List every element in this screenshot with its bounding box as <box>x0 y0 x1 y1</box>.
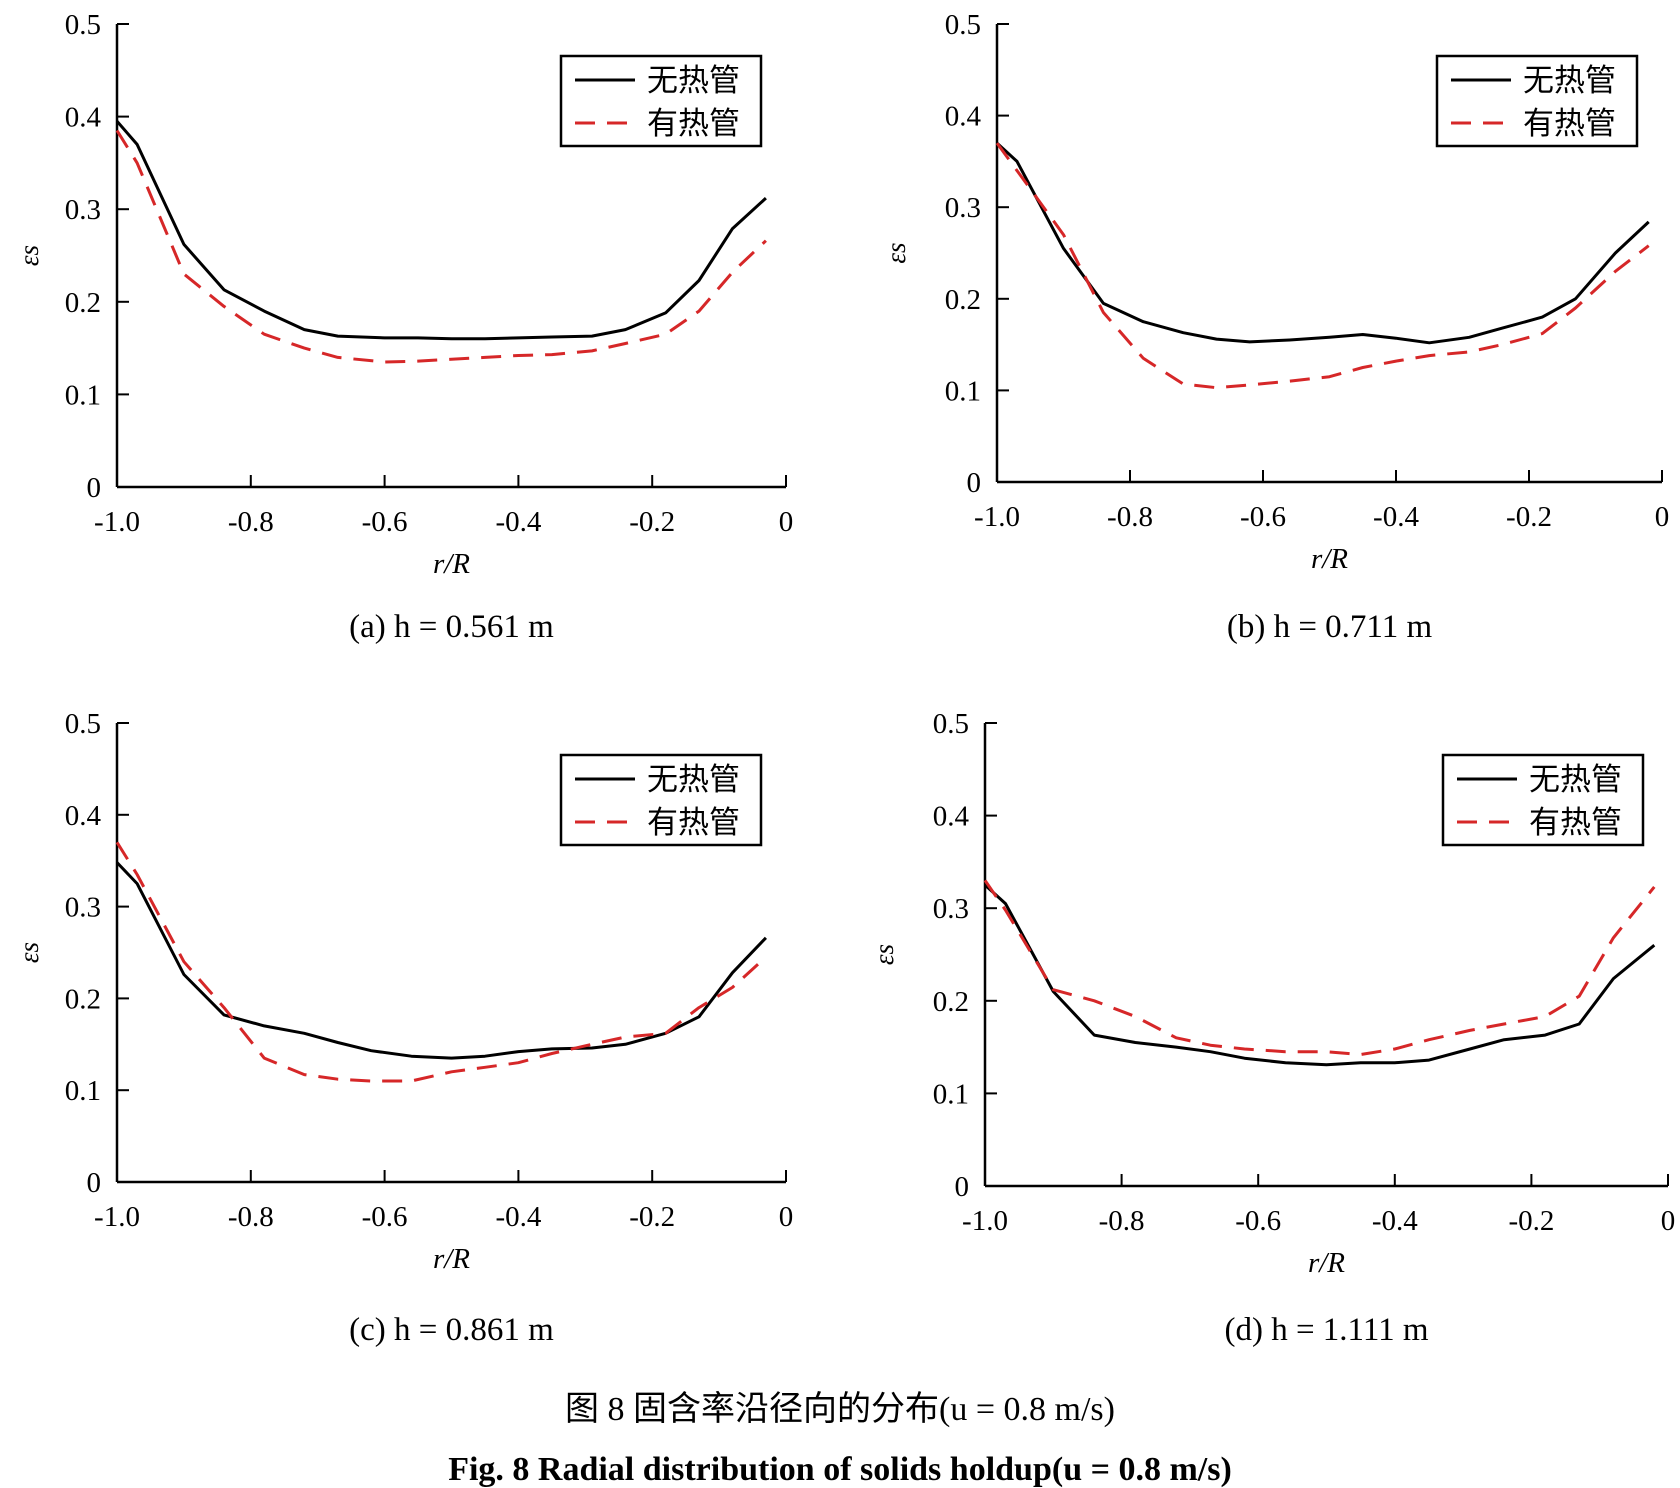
legend-box <box>559 753 763 847</box>
x-tick-label: -0.8 <box>1107 501 1153 533</box>
legend-entry: 有热管 <box>647 106 740 141</box>
legend-entry: 无热管 <box>647 762 740 797</box>
x-tick-label: -1.0 <box>962 1205 1008 1237</box>
y-tick-label: 0.3 <box>945 192 981 224</box>
x-tick-label: 0 <box>779 1201 794 1233</box>
y-axis-label: εs <box>881 242 911 263</box>
y-tick-label: 0.1 <box>945 375 981 407</box>
y-tick-label: 0 <box>967 467 982 499</box>
chart-panel-d: 0 0.1 0.2 0.3 0.4 0.5 -1.0 -0.8 -0.6 -0.4 -0.2 0 r/R… <box>869 708 1675 1348</box>
y-tick-label: 0 <box>955 1171 970 1203</box>
x-tick-label: -0.4 <box>1373 501 1419 533</box>
y-tick-label: 0.1 <box>65 1075 101 1107</box>
legend-entry: 有热管 <box>1523 106 1616 141</box>
y-axis-label: εs <box>14 942 44 963</box>
x-axis-label: r/R <box>433 1243 470 1275</box>
x-tick-label: 0 <box>1655 501 1670 533</box>
y-tick-label: 0.5 <box>945 9 981 41</box>
x-tick-label: -0.4 <box>1372 1205 1418 1237</box>
y-tick-label: 0 <box>87 1167 102 1199</box>
x-tick-label: -0.2 <box>1506 501 1552 533</box>
x-tick-label: -0.8 <box>228 1201 274 1233</box>
x-tick-label: -1.0 <box>94 1201 140 1233</box>
y-axis-label: εs <box>869 944 899 965</box>
x-tick-label: -1.0 <box>94 506 140 538</box>
legend-entry: 无热管 <box>1523 63 1616 98</box>
series-line-with-heat-pipe <box>115 129 767 364</box>
y-tick-label: 0.1 <box>933 1078 969 1110</box>
legend-box <box>1435 54 1639 148</box>
x-tick-label: 0 <box>1661 1205 1676 1237</box>
chart-panel-c: 0 0.1 0.2 0.3 0.4 0.5 -1.0 -0.8 -0.6 -0.4 -0.2 0 r/R… <box>14 708 793 1348</box>
figure-caption-en: Fig. 8 Radial distribution of solids hol… <box>448 1451 1232 1488</box>
y-tick-label: 0.3 <box>65 194 101 226</box>
legend-entry: 无热管 <box>1529 762 1622 797</box>
panel-title: (d) h = 1.111 m <box>1224 1312 1428 1348</box>
legend-entry: 有热管 <box>1529 805 1622 840</box>
y-tick-label: 0.4 <box>65 800 102 832</box>
panel-title: (a) h = 0.561 m <box>349 609 554 645</box>
x-tick-label: -0.8 <box>1099 1205 1145 1237</box>
series-line-with-heat-pipe <box>995 142 1650 390</box>
panels: 0 0.1 0.2 0.3 0.4 0.5 -1.0 -0.8 -0.6 -0.4 -0.2 0 r/R… <box>14 9 1675 1348</box>
x-tick-label: -0.6 <box>362 1201 408 1233</box>
y-tick-label: 0.5 <box>65 708 101 740</box>
y-tick-label: 0.3 <box>933 893 969 925</box>
x-tick-label: -0.6 <box>362 506 408 538</box>
series-line-without-heat-pipe <box>115 861 767 1060</box>
y-tick-label: 0.2 <box>65 983 101 1015</box>
x-axis-label: r/R <box>433 548 470 580</box>
y-tick-label: 0.4 <box>945 101 982 133</box>
x-axis-label: r/R <box>1308 1247 1345 1279</box>
x-tick-label: -0.8 <box>228 506 274 538</box>
y-tick-label: 0.2 <box>933 986 969 1018</box>
x-tick-label: -1.0 <box>974 501 1020 533</box>
y-tick-label: 0.4 <box>933 801 970 833</box>
y-tick-label: 0.5 <box>65 9 101 41</box>
y-tick-label: 0.1 <box>65 379 101 411</box>
x-axis-label: r/R <box>1311 543 1348 575</box>
x-tick-label: -0.4 <box>495 506 541 538</box>
series-line-without-heat-pipe <box>983 883 1656 1067</box>
x-tick-label: 0 <box>779 506 794 538</box>
series-line-without-heat-pipe <box>995 141 1650 345</box>
x-tick-label: -0.4 <box>495 1201 541 1233</box>
legend-entry: 无热管 <box>647 63 740 98</box>
y-tick-label: 0.4 <box>65 102 102 134</box>
chart-panel-a: 0 0.1 0.2 0.3 0.4 0.5 -1.0 -0.8 -0.6 -0.4 -0.2 0 r/R… <box>14 9 793 645</box>
series-line-with-heat-pipe <box>115 841 767 1083</box>
x-tick-label: -0.6 <box>1235 1205 1281 1237</box>
y-axis-label: εs <box>14 245 44 266</box>
series-line-without-heat-pipe <box>115 120 767 341</box>
x-tick-label: -0.6 <box>1240 501 1286 533</box>
y-tick-label: 0.5 <box>933 708 969 740</box>
y-tick-label: 0 <box>87 472 102 504</box>
x-tick-label: -0.2 <box>629 1201 675 1233</box>
figure-caption-cn: 图 8 固含率沿径向的分布(u = 0.8 m/s) <box>565 1390 1115 1428</box>
chart-panel-b: 0 0.1 0.2 0.3 0.4 0.5 -1.0 -0.8 -0.6 -0.4 -0.2 0 r/R… <box>881 9 1669 645</box>
x-tick-label: -0.2 <box>629 506 675 538</box>
y-tick-label: 0.2 <box>945 284 981 316</box>
panel-title: (c) h = 0.861 m <box>349 1312 554 1348</box>
series-line-with-heat-pipe <box>983 879 1656 1056</box>
legend-entry: 有热管 <box>647 805 740 840</box>
legend-box <box>1441 753 1645 847</box>
legend-box <box>559 54 763 148</box>
y-tick-label: 0.2 <box>65 287 101 319</box>
panel-title: (b) h = 0.711 m <box>1227 609 1433 645</box>
y-tick-label: 0.3 <box>65 892 101 924</box>
x-tick-label: -0.2 <box>1508 1205 1554 1237</box>
